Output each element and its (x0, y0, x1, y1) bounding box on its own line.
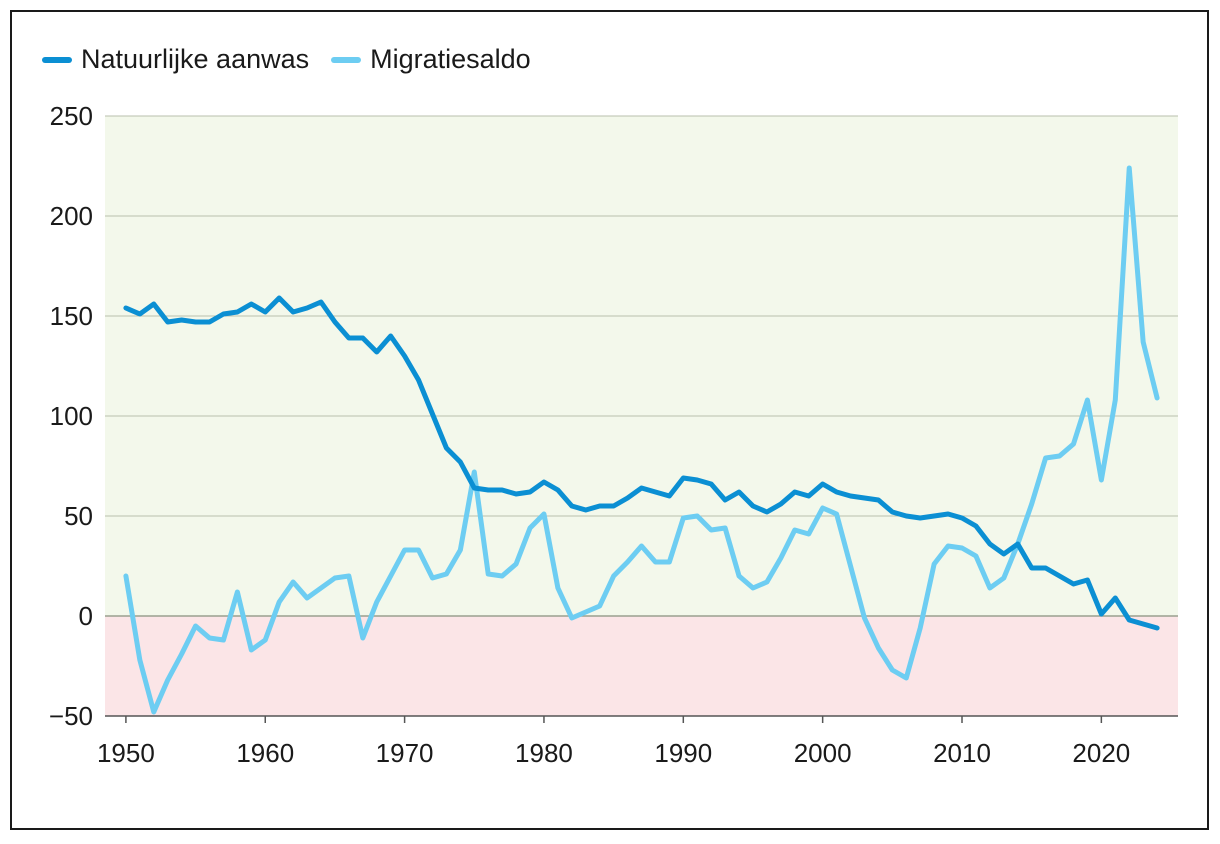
x-tick-label: 2010 (933, 738, 991, 768)
y-tick-label: 250 (50, 101, 93, 131)
x-tick-label: 1960 (236, 738, 294, 768)
legend-label-migratiesaldo: Migratiesaldo (370, 44, 531, 74)
x-tick-label: 1980 (515, 738, 573, 768)
series-line-natuurlijke-aanwas (123, 295, 1160, 631)
y-tick-label: 50 (64, 501, 93, 531)
x-tick-label: 1970 (376, 738, 434, 768)
y-tick-label: 100 (50, 401, 93, 431)
y-tick-label: 150 (50, 301, 93, 331)
x-tick-label: 1990 (654, 738, 712, 768)
x-tick-label: 2000 (794, 738, 852, 768)
legend-swatch-migratiesaldo (331, 56, 362, 63)
positive-zone (105, 116, 1178, 616)
y-tick-label: −50 (49, 701, 93, 731)
legend-item-natuurlijke-aanwas: Natuurlijke aanwas (42, 44, 309, 75)
series-line-migratiesaldo (123, 165, 1160, 715)
y-tick-label: 0 (79, 601, 93, 631)
legend-label-natuurlijke-aanwas: Natuurlijke aanwas (81, 44, 310, 74)
x-tick-label: 2020 (1072, 738, 1130, 768)
y-tick-label: 200 (50, 201, 93, 231)
legend-item-migratiesaldo: Migratiesaldo (331, 44, 531, 75)
legend-swatch-natuurlijke-aanwas (42, 56, 72, 63)
legend: Natuurlijke aanwas Migratiesaldo (42, 44, 553, 75)
x-tick-label: 1950 (97, 738, 155, 768)
negative-zone (105, 616, 1178, 716)
